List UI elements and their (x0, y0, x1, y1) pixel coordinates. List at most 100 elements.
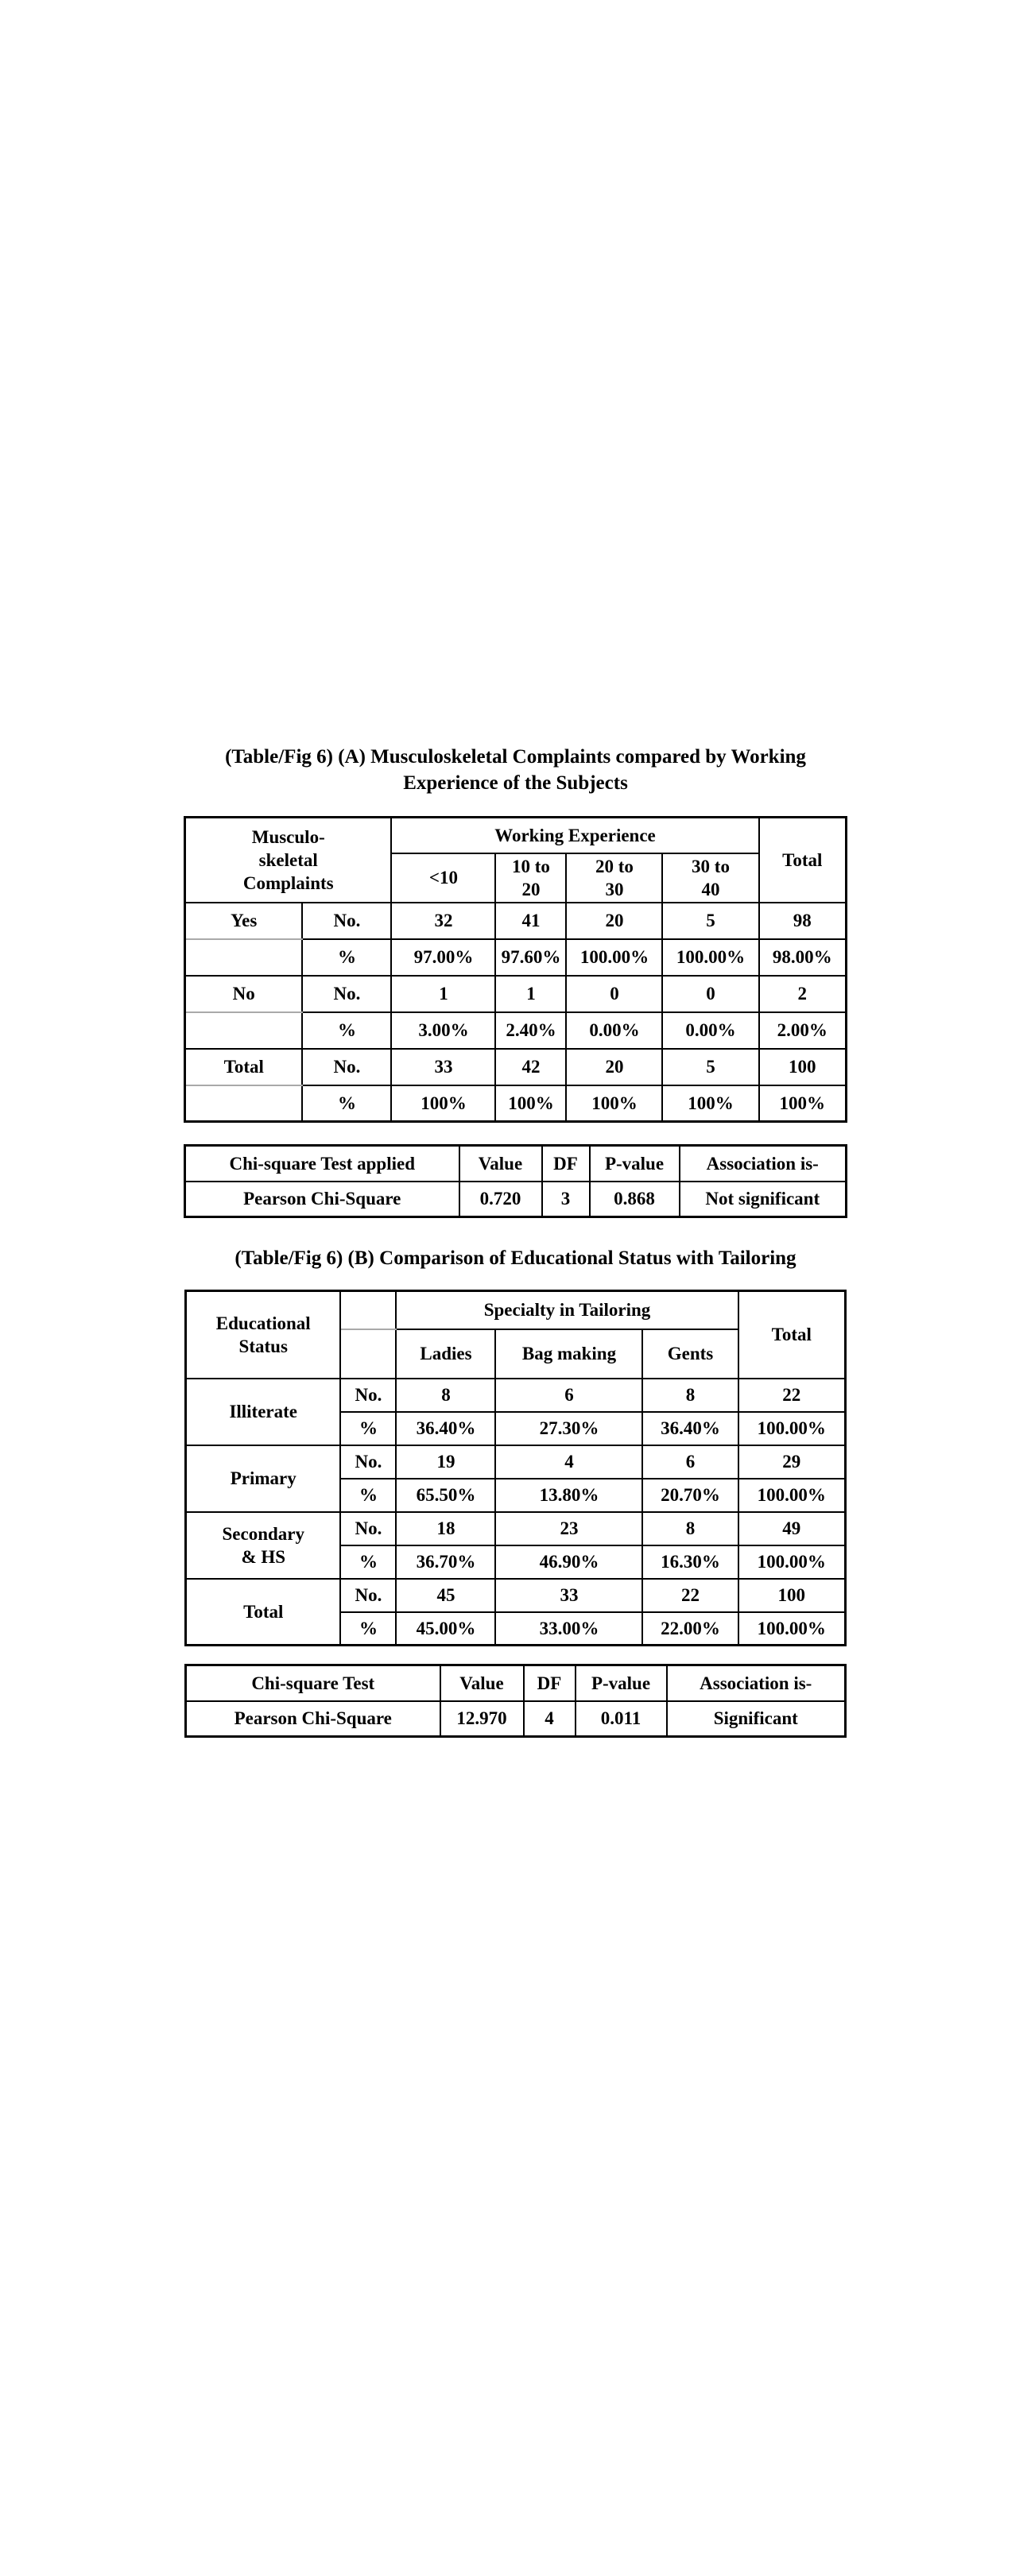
table-row: Total No. 33 42 20 5 100 (184, 1047, 847, 1086)
table-a-col-header: 10 to 20 (494, 852, 568, 903)
table-b-cell: 19 (395, 1444, 497, 1479)
chi-a-cell: 0.720 (458, 1180, 543, 1218)
table-b-row-label: Total (184, 1577, 342, 1646)
table-b-measure: No. (339, 1510, 397, 1546)
table-a-cell: 3.00% (390, 1011, 497, 1050)
chi-square-table-a: Chi-square Test applied Value DF P-value… (184, 1144, 847, 1218)
chi-a-header: Chi-square Test applied (184, 1144, 460, 1182)
table-b-cell: 6 (641, 1444, 739, 1479)
table-b-cell: 100 (737, 1577, 847, 1613)
table-a-cell: 100% (494, 1084, 568, 1123)
table-b-empty-header-cell (339, 1328, 397, 1379)
table-b-cell: 36.40% (641, 1410, 739, 1446)
chi-a-header: DF (541, 1144, 591, 1182)
table-a-cell: 42 (494, 1047, 568, 1086)
table-row: Total No. 45 33 22 100 (184, 1577, 847, 1646)
table-b-cell: 18 (395, 1510, 497, 1546)
musculoskeletal-complaints-table: Musculo- skeletal Complaints Working Exp… (183, 816, 848, 1123)
table-a-cell: 0 (661, 974, 760, 1013)
table-row: Secondary & HS No. 18 23 8 49 (184, 1510, 847, 1580)
table-row: % 36.70% 46.90% 16.30% 100.00% (185, 1544, 847, 1580)
table-a-row-label (184, 1084, 304, 1123)
table-b-cell: 22.00% (641, 1611, 739, 1646)
table-a-measure: % (301, 1011, 393, 1050)
table-row: Pearson Chi-Square 0.720 3 0.868 Not sig… (184, 1180, 847, 1218)
table-b-cell: 22 (737, 1377, 847, 1413)
table-a-cell: 20 (565, 1047, 664, 1086)
table-row: Primary No. 19 4 6 29 (184, 1444, 847, 1513)
table-a-cell: 33 (390, 1047, 497, 1086)
table-b-col-header: Gents (641, 1328, 739, 1379)
table-a-group-header: Working Experience (390, 816, 760, 854)
table-a-measure: % (301, 1084, 393, 1123)
table-a-cell: 5 (661, 901, 760, 940)
table-row: % 3.00% 2.40% 0.00% 0.00% 2.00% (184, 1011, 847, 1050)
table-a-row-label: No (184, 974, 304, 1013)
table-b-cell: 45 (395, 1577, 497, 1613)
table-a-row-label: Yes (184, 901, 304, 940)
table-b-cell: 29 (737, 1444, 847, 1479)
table-b-col-header: Ladies (395, 1328, 497, 1379)
table-row: Yes No. 32 41 20 5 98 (184, 901, 847, 940)
table-a-cell: 0.00% (565, 1011, 664, 1050)
table-a-measure: No. (301, 974, 393, 1013)
table-b-cell: 6 (494, 1377, 644, 1413)
table-b-cell: 49 (737, 1510, 847, 1546)
chi-b-header: Association is- (665, 1664, 847, 1702)
table-a-cell: 0.00% (661, 1011, 760, 1050)
table-a-cell: 2.40% (494, 1011, 568, 1050)
table-a-cell: 0 (565, 974, 664, 1013)
chi-a-cell: 0.868 (588, 1180, 680, 1218)
table-b-cell: 36.40% (395, 1410, 497, 1446)
chi-square-table-b: Chi-square Test Value DF P-value Associa… (184, 1664, 847, 1738)
table-a-cell: 100.00% (565, 938, 664, 977)
table-a-cell: 20 (565, 901, 664, 940)
chi-b-cell: Pearson Chi-Square (184, 1700, 441, 1738)
table-row: No No. 1 1 0 0 2 (184, 974, 847, 1013)
table-b-measure: % (339, 1611, 397, 1646)
table-a-cell: 100% (758, 1084, 847, 1123)
chi-b-header: DF (522, 1664, 576, 1702)
chi-a-cell: Not significant (678, 1180, 847, 1218)
table-a-col-header: 20 to 30 (565, 852, 664, 903)
table-a-measure: % (301, 938, 393, 977)
table-b-measure: No. (339, 1444, 397, 1479)
table-a-cell: 100 (758, 1047, 847, 1086)
table-a-measure: No. (301, 901, 393, 940)
table-b-row-label: Secondary & HS (184, 1510, 342, 1580)
table-b-measure: No. (339, 1577, 397, 1613)
table-row: % 45.00% 33.00% 22.00% 100.00% (185, 1611, 847, 1646)
table-b-cell: 100.00% (737, 1611, 847, 1646)
chi-b-header: Chi-square Test (184, 1664, 441, 1702)
table-b-cell: 23 (494, 1510, 644, 1546)
chi-b-header: Value (439, 1664, 525, 1702)
table-b-empty-header-cell (339, 1290, 397, 1330)
table-b-cell: 27.30% (494, 1410, 644, 1446)
table-b-group-header: Specialty in Tailoring (395, 1290, 739, 1330)
table-b-cell: 13.80% (494, 1477, 644, 1513)
chi-a-cell: 3 (541, 1180, 591, 1218)
table-b-cell: 33.00% (494, 1611, 644, 1646)
table-b-title: (Table/Fig 6) (B) Comparison of Educatio… (234, 1247, 797, 1269)
table-b-col-header: Bag making (494, 1328, 644, 1379)
table-a-total-header: Total (758, 816, 847, 903)
table-a-cell: 97.00% (390, 938, 497, 977)
table-row: % 36.40% 27.30% 36.40% 100.00% (185, 1410, 847, 1446)
table-a-cell: 100% (390, 1084, 497, 1123)
table-a-cell: 41 (494, 901, 568, 940)
table-b-cell: 100.00% (737, 1410, 847, 1446)
table-b-cell: 8 (641, 1377, 739, 1413)
chi-b-cell: 4 (522, 1700, 576, 1738)
table-a-cell: 100% (661, 1084, 760, 1123)
table-b-corner-header: Educational Status (184, 1290, 342, 1379)
chi-a-cell: Pearson Chi-Square (184, 1180, 460, 1218)
table-b-measure: % (339, 1410, 397, 1446)
table-a-col-header: <10 (390, 852, 497, 903)
table-b-cell: 65.50% (395, 1477, 497, 1513)
table-b-cell: 4 (494, 1444, 644, 1479)
table-b-cell: 8 (395, 1377, 497, 1413)
chi-a-header: Value (458, 1144, 543, 1182)
table-b-cell: 100.00% (737, 1477, 847, 1513)
table-b-cell: 16.30% (641, 1544, 739, 1580)
table-b-cell: 100.00% (737, 1544, 847, 1580)
